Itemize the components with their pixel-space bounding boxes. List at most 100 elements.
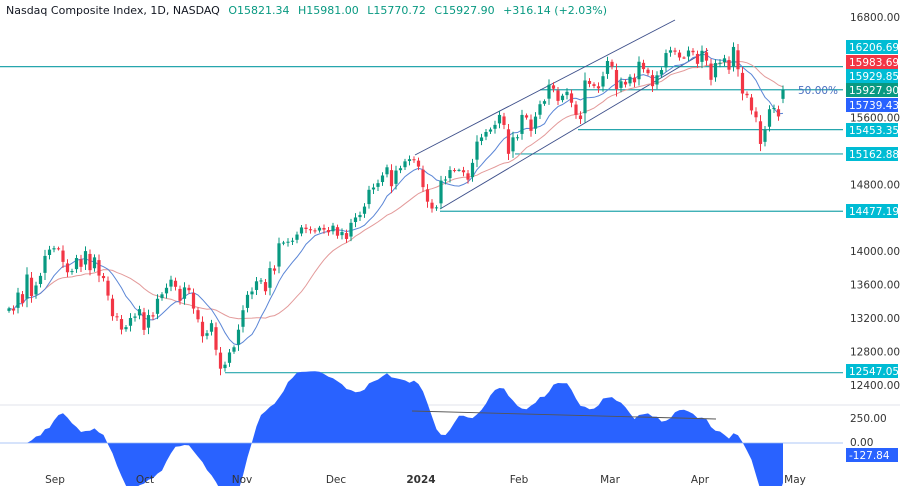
candle-body <box>277 243 281 267</box>
candle-body <box>173 280 178 287</box>
candle-body <box>421 169 425 188</box>
candle-body <box>38 275 43 285</box>
candle-body <box>439 180 443 204</box>
channel-lower-line <box>439 49 709 210</box>
candle-body <box>781 89 785 99</box>
candle-body <box>128 318 133 326</box>
candle-body <box>313 230 317 232</box>
candle-body <box>115 316 119 318</box>
candle-body <box>610 61 614 67</box>
candle-body <box>578 115 583 120</box>
candle-body <box>682 57 686 59</box>
candle-body <box>299 227 304 234</box>
candle-body <box>542 101 547 104</box>
candle-body <box>272 268 277 271</box>
price-label: 12547.05 <box>849 366 899 378</box>
candle-body <box>515 137 520 139</box>
candle-body <box>79 259 83 267</box>
candle-body <box>470 162 475 178</box>
price-label-bg <box>846 98 898 112</box>
candle-body <box>452 170 457 172</box>
candle-body <box>538 104 542 115</box>
candle-body <box>106 280 110 296</box>
candle-body <box>448 170 452 179</box>
candle-body <box>34 285 38 295</box>
candle-body <box>110 298 115 317</box>
candle-body <box>88 253 92 271</box>
candle-body <box>466 173 470 180</box>
candle-body <box>475 141 479 160</box>
candle-body <box>533 116 538 129</box>
candle-body <box>776 109 781 117</box>
price-label-bg <box>846 204 898 218</box>
price-label-bg <box>846 364 898 378</box>
candle-body <box>560 95 565 101</box>
candle-body <box>331 225 335 232</box>
time-axis-tick: Mar <box>600 474 620 486</box>
candle-body <box>367 189 371 205</box>
candle-body <box>713 63 718 78</box>
ohlc-change: +316.14 (+2.03%) <box>503 4 608 17</box>
fast-ma-line <box>8 53 784 346</box>
candle-body <box>632 77 637 83</box>
oscillator-area <box>9 371 783 486</box>
candle-body <box>182 287 187 299</box>
candle-body <box>484 132 488 137</box>
candle-body <box>268 268 272 288</box>
candle-body <box>119 319 124 330</box>
candle-body <box>394 170 398 184</box>
candle-body <box>56 248 61 250</box>
candle-body <box>547 84 551 99</box>
candle-body <box>565 91 569 96</box>
candle-body <box>763 129 767 142</box>
candle-body <box>601 76 605 87</box>
price-label-bg <box>846 123 898 137</box>
candle-body <box>164 287 169 294</box>
candle-body <box>20 294 25 303</box>
price-label-bg <box>846 55 898 69</box>
candle-body <box>722 58 727 63</box>
candle-body <box>97 260 101 276</box>
candle-body <box>353 217 358 223</box>
candle-body <box>623 81 628 85</box>
candle-body <box>772 107 776 110</box>
candle-body <box>430 202 434 209</box>
candle-body <box>362 206 367 214</box>
price-axis-tick: 16800.00 <box>850 12 900 24</box>
candle-body <box>754 111 758 118</box>
candle-body <box>92 257 97 269</box>
candle-body <box>695 53 700 64</box>
fib-annotation: 50.00% <box>798 85 838 97</box>
candle-body <box>569 93 574 103</box>
candle-body <box>502 116 506 125</box>
candle-body <box>349 222 353 237</box>
candle-body <box>605 60 610 74</box>
candle-body <box>236 329 241 345</box>
candle-body <box>416 160 421 167</box>
candle-body <box>304 227 308 230</box>
candle-body <box>160 294 164 299</box>
time-axis-tick: Sep <box>45 474 65 486</box>
price-label: 15453.35 <box>849 125 899 137</box>
candle-body <box>376 183 380 187</box>
price-label: 16206.69 <box>849 42 899 54</box>
candle-body <box>691 50 695 53</box>
candle-body <box>83 251 88 265</box>
time-axis-tick: Oct <box>136 474 154 486</box>
candle-body <box>74 258 79 270</box>
candle-body <box>596 86 601 89</box>
candle-body <box>385 167 389 175</box>
candle-body <box>425 189 430 202</box>
candle-body <box>637 61 641 80</box>
price-label: 15983.69 <box>849 57 899 69</box>
candle-body <box>646 69 650 74</box>
candle-body <box>317 227 322 231</box>
oscillator-axis-tick: 250.00 <box>850 413 887 425</box>
candle-body <box>218 352 223 369</box>
candle-body <box>641 62 646 70</box>
candle-body <box>187 287 191 291</box>
candle-body <box>731 46 736 67</box>
price-label-bg <box>846 40 898 54</box>
candle-body <box>758 121 763 144</box>
